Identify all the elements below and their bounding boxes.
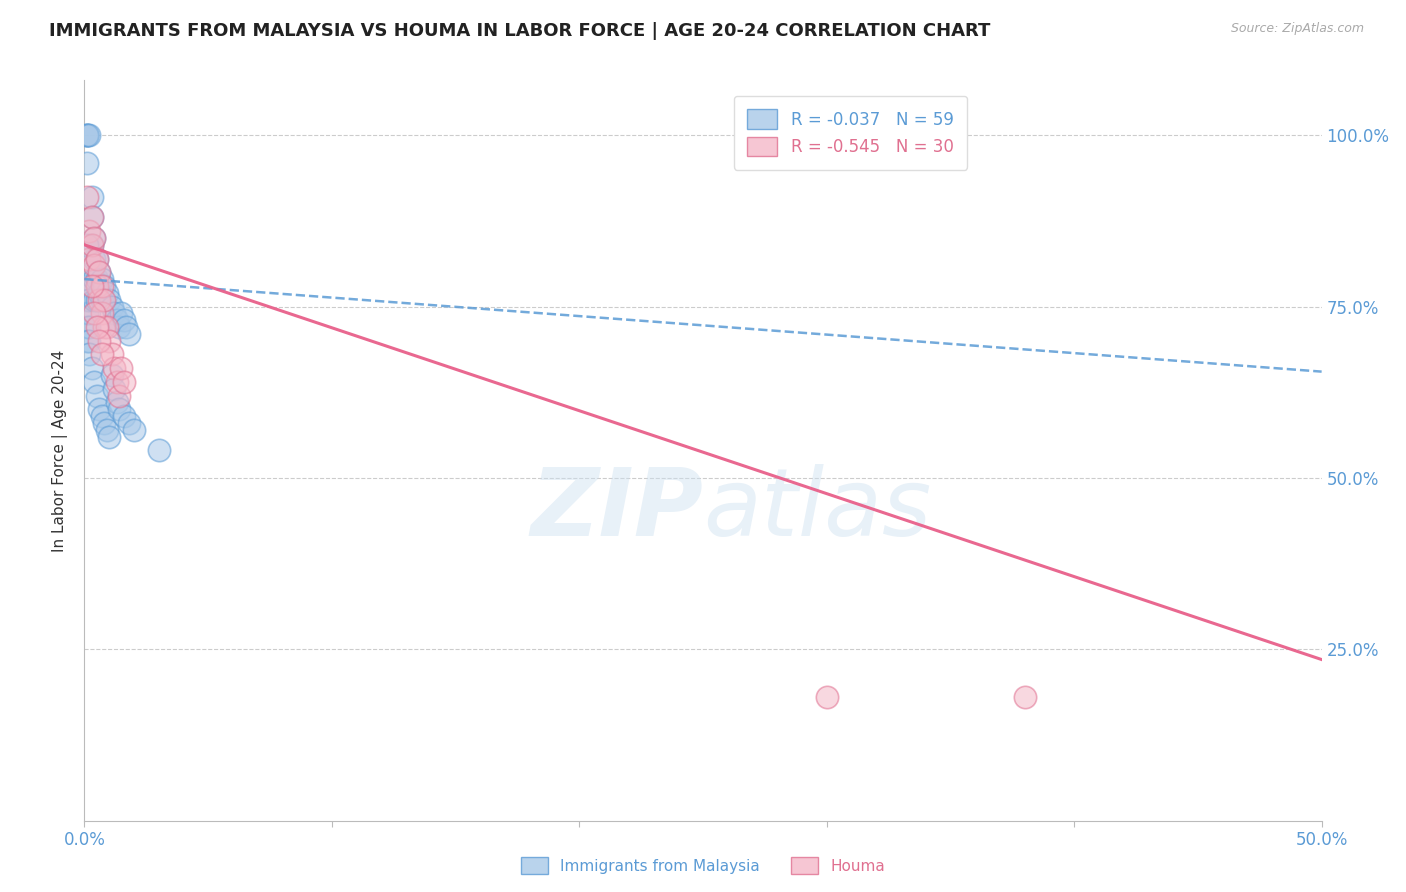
Point [118, 416, 141, 430]
Point [83, 293, 105, 307]
Point [76, 128, 98, 142]
Point [83, 252, 105, 266]
Point [79, 347, 101, 361]
Point [93, 279, 115, 293]
Text: atlas: atlas [703, 464, 931, 555]
Point [105, 375, 128, 389]
Point [90, 347, 112, 361]
Text: IMMIGRANTS FROM MALAYSIA VS HOUMA IN LABOR FORCE | AGE 20-24 CORRELATION CHART: IMMIGRANTS FROM MALAYSIA VS HOUMA IN LAB… [49, 22, 991, 40]
Point [105, 313, 128, 327]
Point [112, 313, 135, 327]
Point [76, 306, 98, 320]
Point [118, 326, 141, 341]
Point [96, 423, 118, 437]
Point [89, 293, 111, 307]
Point [80, 237, 103, 252]
Point [83, 375, 105, 389]
Point [108, 402, 131, 417]
Point [105, 395, 128, 409]
Point [103, 361, 125, 376]
Point [98, 334, 121, 348]
Point [112, 375, 135, 389]
Point [89, 265, 111, 279]
Point [79, 224, 101, 238]
Point [108, 389, 131, 403]
Point [89, 402, 111, 417]
Point [90, 306, 112, 320]
Point [93, 320, 115, 334]
Text: ZIP: ZIP [530, 464, 703, 556]
Point [83, 231, 105, 245]
Point [103, 306, 125, 320]
Point [79, 128, 101, 142]
Point [89, 265, 111, 279]
Point [86, 252, 108, 266]
Point [76, 128, 98, 142]
Point [110, 361, 132, 376]
Point [79, 334, 101, 348]
Point [86, 293, 108, 307]
Point [76, 237, 98, 252]
Y-axis label: In Labor Force | Age 20-24: In Labor Force | Age 20-24 [52, 350, 69, 551]
Point [83, 306, 105, 320]
Point [115, 320, 138, 334]
Point [89, 285, 111, 300]
Point [1014, 690, 1036, 705]
Legend: R = -0.037   N = 59, R = -0.545   N = 30: R = -0.037 N = 59, R = -0.545 N = 30 [734, 96, 967, 169]
Point [100, 368, 122, 382]
Point [90, 293, 112, 307]
Point [76, 128, 98, 142]
Point [76, 320, 98, 334]
Point [76, 334, 98, 348]
Point [80, 279, 103, 293]
Point [96, 320, 118, 334]
Point [86, 320, 108, 334]
Text: Source: ZipAtlas.com: Source: ZipAtlas.com [1230, 22, 1364, 36]
Point [90, 409, 112, 424]
Point [90, 279, 112, 293]
Point [79, 320, 101, 334]
Point [100, 300, 122, 314]
Point [79, 279, 101, 293]
Point [80, 211, 103, 225]
Point [148, 443, 170, 458]
Point [76, 293, 98, 307]
Point [80, 361, 103, 376]
Point [80, 190, 103, 204]
Point [76, 279, 98, 293]
Point [79, 252, 101, 266]
Point [86, 389, 108, 403]
Point [86, 272, 108, 286]
Point [122, 423, 145, 437]
Legend: Immigrants from Malaysia, Houma: Immigrants from Malaysia, Houma [515, 851, 891, 880]
Point [89, 334, 111, 348]
Point [108, 320, 131, 334]
Point [90, 272, 112, 286]
Point [112, 409, 135, 424]
Point [110, 306, 132, 320]
Point [83, 272, 105, 286]
Point [100, 347, 122, 361]
Point [80, 265, 103, 279]
Point [93, 416, 115, 430]
Point [79, 306, 101, 320]
Point [103, 382, 125, 396]
Point [79, 293, 101, 307]
Point [86, 279, 108, 293]
Point [83, 259, 105, 273]
Point [86, 252, 108, 266]
Point [76, 190, 98, 204]
Point [98, 293, 121, 307]
Point [93, 293, 115, 307]
Point [96, 285, 118, 300]
Point [83, 231, 105, 245]
Point [80, 211, 103, 225]
Point [80, 237, 103, 252]
Point [98, 430, 121, 444]
Point [815, 690, 838, 705]
Point [76, 155, 98, 169]
